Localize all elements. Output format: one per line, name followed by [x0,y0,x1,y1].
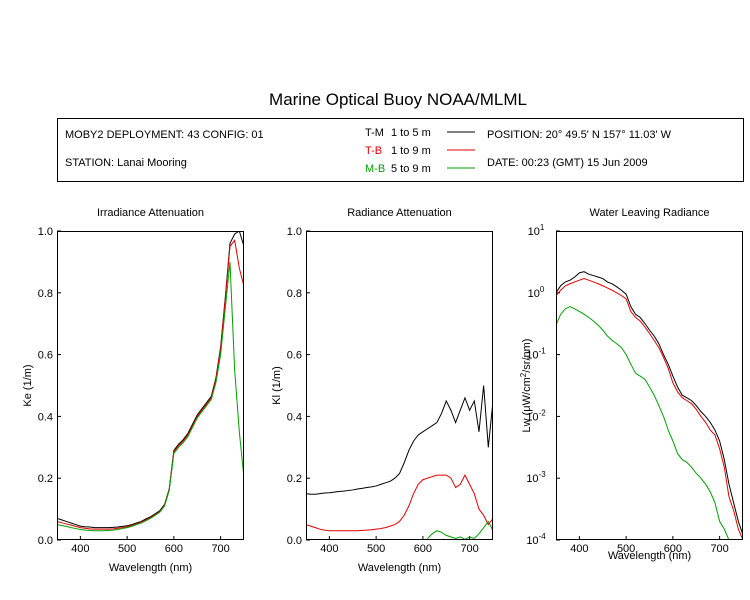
y-tick-base: 10 [526,535,538,547]
plot-frame [556,231,743,540]
series-line [427,520,493,540]
y-tick-label: 100 [528,285,545,300]
y-tick-label: 10-1 [526,347,546,362]
info-box [57,118,744,182]
chart-title: Water Leaving Radiance [589,207,709,219]
page-title: Marine Optical Buoy NOAA/MLML [269,90,527,109]
y-axis-label-part: Kl (1/m) [271,366,283,405]
y-axis-label-part: Lw (μW/cm [521,377,533,432]
y-tick-label: 0.8 [38,288,53,300]
y-tick-label: 10-3 [526,470,546,485]
y-tick-base: 10 [528,288,540,300]
legend-range: 1 to 5 m [391,127,431,139]
y-tick-exponent: -3 [539,470,547,479]
y-tick-label: 0.0 [287,535,302,547]
series-line [306,385,493,495]
x-tick-label: 500 [118,543,136,555]
series-line [556,278,743,540]
legend-name: T-M [365,127,384,139]
x-tick-label: 400 [570,543,588,555]
x-tick-label: 600 [165,543,183,555]
x-axis-label: Wavelength (nm) [358,562,441,574]
legend-name: M-B [365,163,385,175]
y-tick-exponent: 1 [540,223,545,232]
plot-frame [57,231,244,540]
x-axis-label: Wavelength (nm) [608,550,691,562]
series-line [556,305,730,540]
x-tick-label: 400 [71,543,89,555]
y-tick-label: 10-2 [526,408,546,423]
y-tick-exponent: 0 [540,285,545,294]
y-axis-label: Lw (μW/cm2/sr/nm) [519,339,534,433]
x-tick-label: 700 [710,543,728,555]
series-line [57,261,244,532]
deployment: MOBY2 DEPLOYMENT: 43 CONFIG: 01 [65,129,264,141]
y-tick-label: 1.0 [38,226,53,238]
y-axis-label-part: Ke (1/m) [22,364,34,406]
legend-name: T-B [365,145,382,157]
x-tick-label: 500 [367,543,385,555]
x-tick-label: 500 [617,543,635,555]
y-tick-label: 0.4 [38,411,53,423]
y-tick-label: 0.8 [287,288,302,300]
y-axis-label: Kl (1/m) [271,366,283,405]
y-tick-label: 0.6 [38,350,53,362]
y-tick-label: 1.0 [287,226,302,238]
position: POSITION: 20° 49.5' N 157° 11.03' W [487,129,672,141]
series-line [556,271,743,536]
y-tick-label: 0.6 [287,350,302,362]
y-tick-base: 10 [528,226,540,238]
y-tick-label: 0.0 [38,535,53,547]
y-tick-label: 0.2 [38,473,53,485]
series-line [306,474,493,532]
y-tick-label: 101 [528,223,545,238]
y-tick-base: 10 [526,473,538,485]
x-tick-label: 600 [414,543,432,555]
series-line [57,239,244,530]
chart-title: Irradiance Attenuation [97,207,204,219]
y-axis-label: Ke (1/m) [22,364,34,406]
y-tick-label: 10-4 [526,532,546,547]
y-tick-base: 10 [526,411,538,423]
legend-range: 5 to 9 m [391,163,431,175]
plot-frame [306,231,493,540]
x-tick-label: 400 [320,543,338,555]
date: DATE: 00:23 (GMT) 15 Jun 2009 [487,157,648,169]
y-tick-label: 0.2 [287,473,302,485]
y-tick-exponent: -4 [539,532,547,541]
chart-title: Radiance Attenuation [347,207,452,219]
y-tick-label: 0.4 [287,411,302,423]
x-axis-label: Wavelength (nm) [109,562,192,574]
y-axis-label-part: 2 [519,372,528,377]
legend-range: 1 to 9 m [391,145,431,157]
station: STATION: Lanai Mooring [65,157,187,169]
y-tick-exponent: -1 [539,347,547,356]
y-axis-label-part: /sr/nm) [521,339,533,373]
y-tick-base: 10 [526,350,538,362]
x-tick-label: 600 [664,543,682,555]
y-tick-exponent: -2 [539,408,547,417]
x-tick-label: 700 [211,543,229,555]
x-tick-label: 700 [460,543,478,555]
